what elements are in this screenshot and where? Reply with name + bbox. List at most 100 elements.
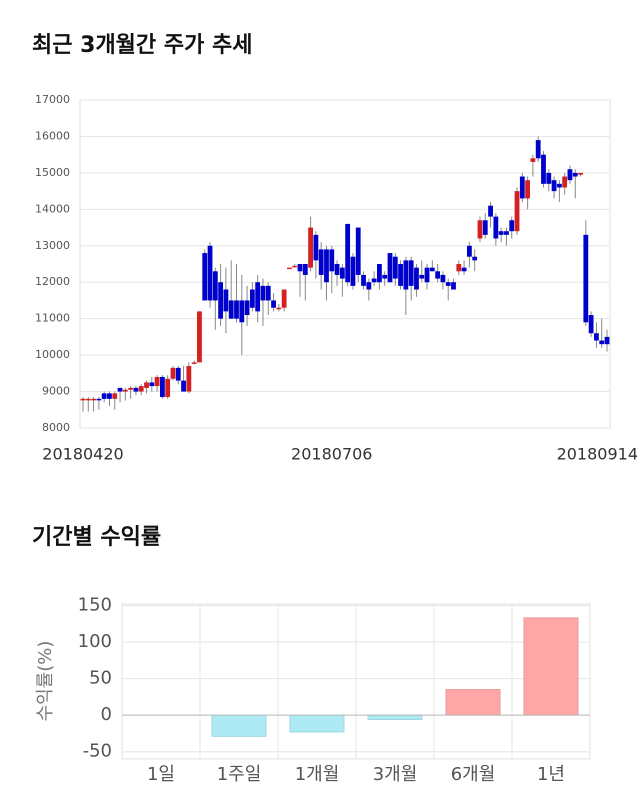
candle-body	[339, 267, 345, 279]
candle-body	[419, 274, 425, 279]
y-tick-label: 9000	[42, 385, 70, 398]
y-tick-label: 11000	[35, 312, 70, 325]
x-tick-label: 3개월	[373, 764, 418, 785]
y-tick-label: 150	[78, 594, 112, 615]
candle-body	[398, 264, 403, 286]
x-tick-label: 1일	[147, 764, 175, 785]
candle-body	[482, 220, 488, 235]
candle-body	[80, 398, 86, 401]
y-tick-label: 100	[78, 631, 112, 652]
candle-body	[207, 245, 213, 301]
x-tick-label: 20180420	[42, 445, 123, 464]
candle-body	[334, 264, 340, 275]
candle-body	[466, 245, 472, 257]
y-tick-label: 12000	[35, 275, 70, 288]
candle-body	[85, 398, 91, 401]
candle-body	[255, 282, 261, 312]
y-tick-label: 13000	[35, 239, 70, 252]
candle-body	[292, 265, 298, 268]
candle-body	[239, 300, 245, 323]
candle-body	[122, 389, 128, 392]
bar	[523, 617, 579, 716]
candle-body	[249, 289, 255, 308]
candle-body	[212, 271, 218, 301]
candle-body	[170, 367, 176, 379]
candle-body	[504, 231, 509, 235]
candle-body	[556, 183, 562, 188]
candle-body	[525, 180, 531, 199]
candle-body	[530, 158, 536, 162]
candle-body	[191, 362, 197, 364]
y-tick-label: 0	[101, 704, 112, 725]
candle-body	[302, 264, 308, 275]
candle-body	[382, 274, 388, 279]
candle-body	[345, 223, 351, 283]
candle-body	[572, 172, 578, 177]
candle-body	[509, 220, 515, 232]
candle-body	[159, 376, 165, 398]
candle-body	[429, 267, 435, 272]
y-tick-label: -50	[83, 741, 112, 762]
candle-body	[308, 227, 313, 268]
candle-body	[197, 311, 202, 363]
candle-body	[562, 176, 568, 188]
x-tick-label: 20180914	[557, 445, 638, 464]
candle-body	[186, 366, 192, 392]
candle-body	[101, 393, 107, 399]
candle-body	[377, 264, 382, 283]
candle-body	[488, 205, 493, 217]
y-tick-label: 15000	[35, 166, 70, 179]
bar	[289, 714, 345, 733]
candle-body	[234, 300, 239, 319]
candle-body	[535, 140, 541, 159]
candle-body	[403, 260, 409, 290]
candle-body	[387, 253, 393, 283]
candle-body	[324, 249, 329, 283]
candle-body	[329, 249, 335, 272]
candle-body	[604, 336, 610, 345]
candle-body	[350, 256, 356, 286]
candle-body	[355, 227, 361, 275]
candle-body	[313, 234, 319, 261]
candle-body	[567, 169, 573, 181]
y-tick-label: 8000	[42, 421, 70, 434]
candle-body	[218, 282, 224, 319]
chart-title: 기간별 수익률	[32, 525, 161, 550]
y-tick-label: 10000	[35, 348, 70, 361]
candle-body	[154, 376, 160, 387]
candle-body	[128, 387, 134, 390]
candle-body	[519, 176, 525, 199]
y-tick-label: 17000	[35, 93, 70, 106]
x-tick-label: 6개월	[451, 764, 496, 785]
candle-body	[117, 387, 123, 392]
candle-body	[371, 278, 377, 283]
candle-body	[546, 172, 552, 184]
candle-body	[271, 300, 276, 308]
candle-body	[297, 264, 303, 272]
y-tick-label: 50	[89, 668, 112, 689]
candle-body	[112, 393, 118, 399]
candle-body	[392, 256, 398, 279]
candle-body	[165, 378, 171, 398]
candle-body	[265, 285, 271, 301]
candle-body	[583, 234, 589, 323]
candle-body	[366, 282, 372, 290]
candle-body	[456, 264, 462, 272]
candle-body	[445, 282, 451, 286]
x-tick-label: 1개월	[295, 764, 340, 785]
candle-body	[594, 333, 599, 341]
candle-body	[202, 253, 208, 301]
candle-body	[228, 300, 234, 319]
candle-body	[498, 231, 504, 235]
candle-body	[514, 191, 520, 232]
x-tick-label: 1주일	[217, 764, 262, 785]
candle-body	[408, 260, 414, 286]
candle-body	[451, 282, 456, 290]
candle-body	[107, 393, 112, 399]
candle-body	[287, 267, 292, 270]
candle-body	[440, 274, 446, 283]
chart-title: 최근 3개월간 주가 추세	[32, 33, 252, 58]
candle-body	[472, 256, 478, 261]
candle-body	[578, 172, 583, 175]
